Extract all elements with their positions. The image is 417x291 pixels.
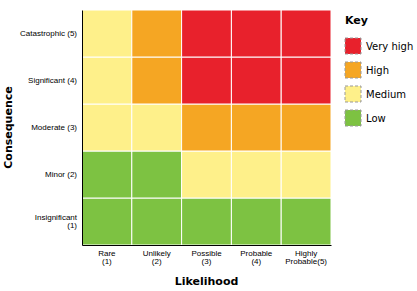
x-tick-label-line: Unlikely xyxy=(143,249,171,258)
cell xyxy=(132,57,182,104)
cell xyxy=(82,104,132,151)
y-tick-label-line: (1) xyxy=(67,221,77,230)
y-axis-title: Consequence xyxy=(2,86,15,168)
plot: Rare(1)Unlikely(2)Possible(3)Probable(4)… xyxy=(20,10,331,266)
cell xyxy=(182,10,232,57)
legend-swatch xyxy=(345,110,361,126)
x-tick-label: Rare(1) xyxy=(98,249,116,267)
x-tick-label-line: Probable xyxy=(240,249,273,258)
y-tick-label: Moderate (3) xyxy=(31,123,77,132)
cell xyxy=(132,151,182,198)
y-tick: Minor (2) xyxy=(45,170,82,179)
y-tick-label: Insignificant(1) xyxy=(35,213,78,231)
cell xyxy=(281,10,331,57)
x-tick-label-line: Probable(5) xyxy=(285,257,327,266)
x-tick-label: Possible(3) xyxy=(191,249,222,267)
y-axis: Insignificant(1) Minor (2) Moderate (3) Sig… xyxy=(20,11,82,246)
cell xyxy=(82,57,132,104)
cell xyxy=(182,198,232,245)
x-axis-line xyxy=(83,245,332,246)
y-axis-line xyxy=(82,11,83,246)
x-tick: Rare(1) xyxy=(98,245,116,266)
y-tick-label-line: Minor (2) xyxy=(45,170,77,179)
x-tick: Possible(3) xyxy=(191,245,222,266)
x-tick: Probable(4) xyxy=(240,245,273,266)
legend-label: Very high xyxy=(366,41,413,52)
legend-item: Medium xyxy=(345,86,406,102)
legend-title: Key xyxy=(345,14,368,27)
cell xyxy=(182,104,232,151)
x-tick: HighlyProbable(5) xyxy=(285,245,327,266)
cell xyxy=(281,104,331,151)
cell xyxy=(231,198,281,245)
cell xyxy=(281,57,331,104)
chart: Rare(1)Unlikely(2)Possible(3)Probable(4)… xyxy=(0,0,417,291)
y-tick-label-line: Moderate (3) xyxy=(31,123,77,132)
x-tick-label-line: (4) xyxy=(251,257,261,266)
y-tick: Moderate (3) xyxy=(31,123,82,132)
x-tick-label-line: (2) xyxy=(152,257,162,266)
cell xyxy=(182,57,232,104)
legend-swatch xyxy=(345,86,361,102)
cell xyxy=(132,10,182,57)
x-tick-label-line: Possible xyxy=(191,249,222,258)
x-tick-label-line: (3) xyxy=(202,257,212,266)
x-tick-label-line: Highly xyxy=(295,249,317,258)
cell xyxy=(182,151,232,198)
y-tick-label-line: Catastrophic (5) xyxy=(20,29,77,38)
x-tick-label: Unlikely(2) xyxy=(143,249,171,267)
y-tick: Significant (4) xyxy=(28,76,82,85)
x-tick-label-line: Rare xyxy=(98,249,116,258)
cell xyxy=(132,198,182,245)
cell xyxy=(231,57,281,104)
x-tick-label: Probable(4) xyxy=(240,249,273,267)
cell xyxy=(281,198,331,245)
y-tick-label: Minor (2) xyxy=(45,170,77,179)
legend-label: High xyxy=(366,65,389,76)
x-tick-label-line: (1) xyxy=(102,257,112,266)
legend-label: Medium xyxy=(366,89,406,100)
legend-item: High xyxy=(345,62,389,78)
y-tick-label-line: Insignificant xyxy=(35,213,78,222)
cell xyxy=(231,104,281,151)
cell xyxy=(82,198,132,245)
x-tick: Unlikely(2) xyxy=(143,245,171,266)
cell xyxy=(231,151,281,198)
y-tick-label: Significant (4) xyxy=(28,76,77,85)
cell xyxy=(82,151,132,198)
y-tick-label-line: Significant (4) xyxy=(28,76,77,85)
legend-swatch xyxy=(345,38,361,54)
legend-label: Low xyxy=(366,113,386,124)
cell xyxy=(82,10,132,57)
cell xyxy=(281,151,331,198)
legend-item: Very high xyxy=(345,38,413,54)
cells xyxy=(82,10,331,245)
cell xyxy=(132,104,182,151)
legend-item: Low xyxy=(345,110,386,126)
x-axis-title: Likelihood xyxy=(175,275,239,288)
cell xyxy=(231,10,281,57)
x-axis: Rare(1) Unlikely(2) Possible(3) Probable(4)… xyxy=(83,245,332,266)
y-tick: Insignificant(1) xyxy=(35,213,82,231)
legend: Key Very high High Medium Low xyxy=(345,14,413,126)
x-tick-label: HighlyProbable(5) xyxy=(285,249,327,267)
y-tick-label: Catastrophic (5) xyxy=(20,29,77,38)
legend-swatch xyxy=(345,62,361,78)
y-tick: Catastrophic (5) xyxy=(20,29,82,38)
